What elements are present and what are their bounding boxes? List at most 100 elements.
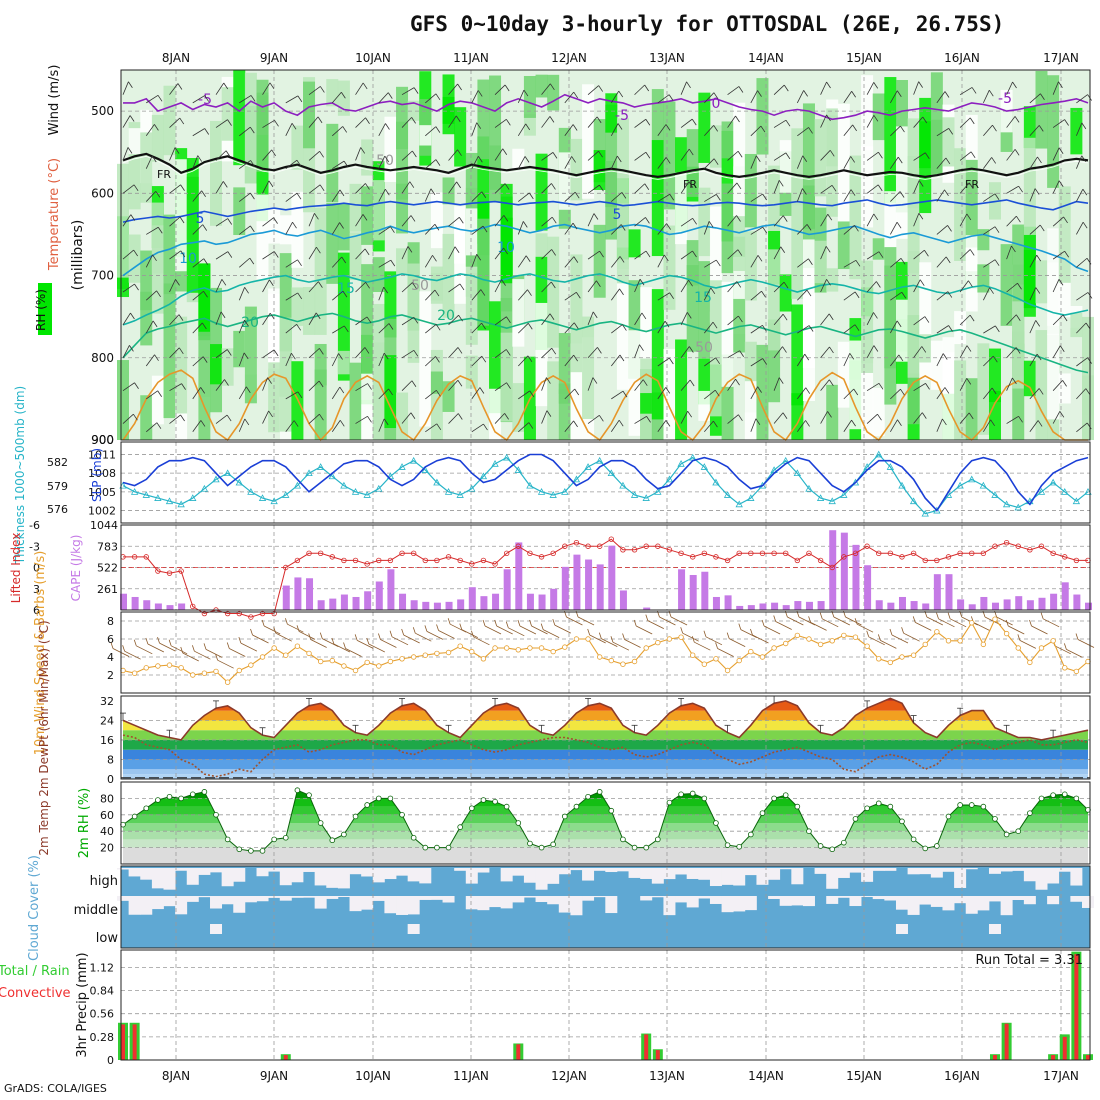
wind-barb-flag xyxy=(481,322,486,330)
wind-barb-flag xyxy=(573,256,579,263)
cape-bar xyxy=(864,565,872,610)
cape-bar xyxy=(306,578,314,610)
rh-shade-cell xyxy=(210,344,223,385)
wind-barb-flag xyxy=(410,412,416,419)
cape-bar xyxy=(968,604,976,610)
wind-barb xyxy=(169,83,179,95)
wind-barb xyxy=(494,382,507,391)
wind-barb xyxy=(122,283,135,293)
thickness-point xyxy=(805,484,813,492)
wind-barb-flag xyxy=(851,91,856,98)
cloud-clear-cell xyxy=(221,896,234,905)
surface-wind-barb-flag xyxy=(517,619,521,627)
wind-barb xyxy=(890,419,898,432)
thickness-point xyxy=(875,450,883,458)
wind-barb-flag xyxy=(851,419,856,427)
wind-barb-flag xyxy=(739,350,744,357)
surface-wind-barb-flag xyxy=(691,636,695,643)
wind-barb-flag xyxy=(226,414,232,422)
wind-barb xyxy=(448,347,459,359)
wind-speed-point xyxy=(724,667,731,674)
wind-speed-point xyxy=(969,620,975,626)
precip-convective-legend: Convective xyxy=(0,986,71,1001)
cloud-clear-cell xyxy=(791,896,804,906)
lifted-index-point xyxy=(376,557,382,564)
isotherm-label: 5 xyxy=(196,211,205,227)
wind-barb xyxy=(1029,93,1041,104)
cape-bar xyxy=(364,591,372,610)
rh-shade-cell xyxy=(140,250,153,311)
wind-speed-point xyxy=(1050,638,1056,644)
rh-shade-cell xyxy=(361,186,374,245)
cape-bar xyxy=(724,595,732,610)
cloud-clear-cell xyxy=(675,896,688,903)
wind-barb-flag xyxy=(826,114,831,122)
wind-barb xyxy=(541,83,551,95)
surface-wind-barb-flag xyxy=(285,618,288,625)
wind-barb xyxy=(936,157,947,169)
rh-shade-cell xyxy=(791,304,804,406)
wind-barb xyxy=(1029,388,1040,400)
cloud-clear-cell xyxy=(291,868,304,883)
cape-bar xyxy=(678,569,686,610)
wind-barb xyxy=(959,345,968,358)
wind-barb-flag xyxy=(130,214,136,221)
rh-tick-label: 80 xyxy=(100,792,114,805)
wind-barb xyxy=(494,183,506,194)
2m-rh-point xyxy=(806,828,812,834)
surface-wind-barb xyxy=(566,616,583,626)
lifted-index-point xyxy=(248,614,254,620)
2m-rh-point xyxy=(841,839,847,846)
wind-barb xyxy=(843,324,856,334)
rh-shade-cell xyxy=(128,128,141,155)
wind-barb-flag xyxy=(268,410,273,418)
surface-wind-barb-flag xyxy=(215,654,219,661)
2m-rh-point xyxy=(166,793,173,800)
wind-barb xyxy=(378,259,392,268)
wind-barb-flag xyxy=(178,347,184,355)
wind-barb xyxy=(494,118,507,128)
surface-wind-barb xyxy=(170,645,188,655)
wind-barb xyxy=(285,159,298,169)
wind-barb xyxy=(1029,254,1038,268)
wind-barb xyxy=(169,147,176,161)
wind-barb xyxy=(401,412,412,424)
wind-barb xyxy=(1052,279,1060,293)
wind-speed-point xyxy=(876,656,882,662)
wind-barb-flag xyxy=(689,379,695,387)
cape-bar xyxy=(759,603,767,610)
precip-tick-label: 0.84 xyxy=(90,985,115,998)
cloud-clear-cell xyxy=(500,896,513,909)
thickness-point xyxy=(247,488,255,495)
thickness-point xyxy=(596,456,604,464)
thickness-point xyxy=(1037,488,1046,495)
cloud-clear-cell xyxy=(337,868,350,889)
thickness-point xyxy=(235,478,243,486)
2m-rh-point xyxy=(492,798,498,805)
wind-barb xyxy=(587,184,600,194)
wind-barb xyxy=(425,126,437,137)
cloud-clear-cell xyxy=(698,868,711,880)
2m-rh-point xyxy=(992,816,998,822)
lifted-index-point xyxy=(492,561,498,567)
wind-barb xyxy=(680,250,693,260)
wind-barb xyxy=(471,90,479,104)
rh-shade-cell xyxy=(175,316,188,414)
wind-barb xyxy=(401,87,415,96)
cloud-clear-cell xyxy=(465,868,478,884)
cloud-clear-cell xyxy=(744,896,757,911)
wind-barb-flag xyxy=(687,410,693,418)
wind-barb xyxy=(1052,216,1064,227)
2m-rh-point xyxy=(341,831,347,838)
wind-barb-flag xyxy=(760,125,766,133)
rh-shade-cell xyxy=(547,74,560,111)
lifted-index-point xyxy=(480,557,487,564)
wind-barb-flag xyxy=(1059,411,1065,418)
rh-shade-cell xyxy=(256,79,269,172)
wind-barb-flag xyxy=(319,348,324,355)
rh-shade-cell xyxy=(535,74,548,98)
rh-shade-cell xyxy=(721,183,734,274)
wind-barb-flag xyxy=(1016,215,1021,223)
cloud-clear-cell xyxy=(954,896,967,904)
surface-wind-barb-flag xyxy=(157,636,160,644)
